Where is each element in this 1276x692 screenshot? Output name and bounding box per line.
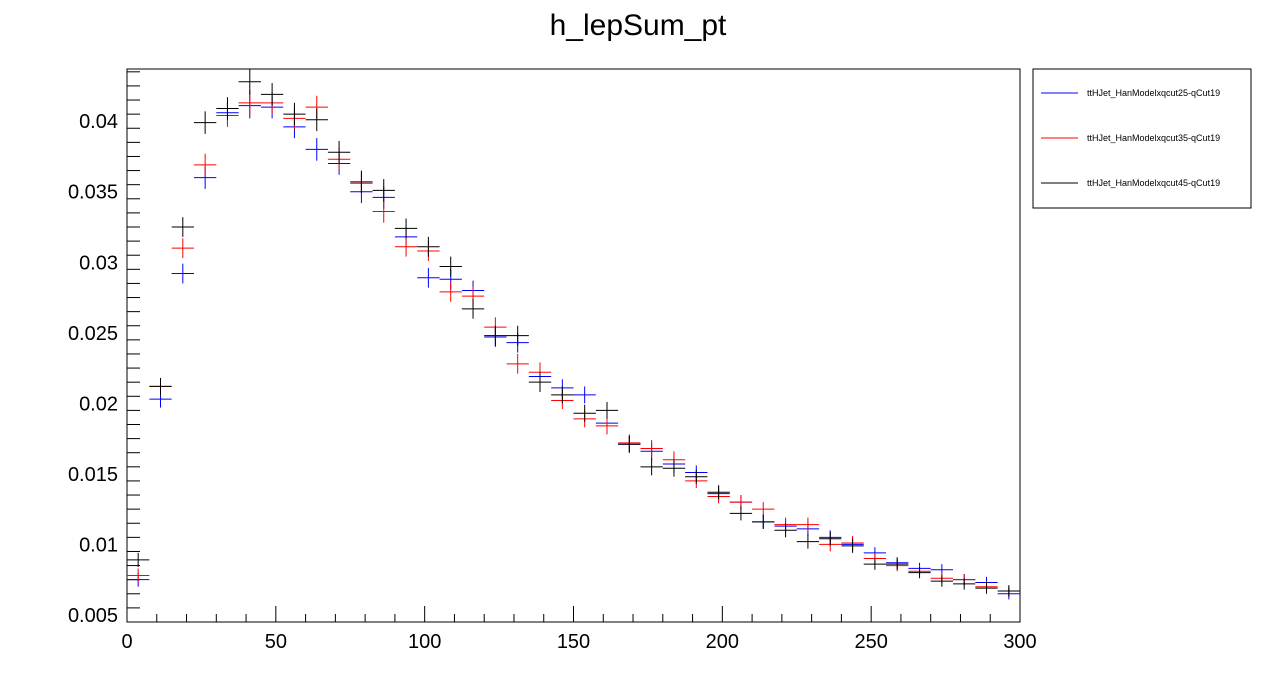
x-tick-label: 200	[706, 631, 739, 653]
data-point	[841, 538, 864, 553]
data-point	[551, 386, 574, 404]
y-tick-label: 0.015	[68, 464, 118, 486]
data-point	[573, 404, 596, 422]
data-point	[171, 217, 194, 237]
data-point	[283, 102, 306, 126]
y-tick-label: 0.01	[79, 534, 118, 556]
data-point	[127, 552, 150, 567]
x-tick-label: 150	[557, 631, 590, 653]
data-point	[997, 585, 1020, 597]
data-point	[595, 401, 619, 419]
data-point	[886, 558, 909, 570]
x-axis: 0 50 100 150 200 250 300	[121, 606, 1037, 653]
data-point	[975, 582, 998, 594]
data-point	[305, 108, 328, 132]
data-point	[819, 531, 842, 546]
legend-label: ttHJet_HanModelxqcut25-qCut19	[1087, 88, 1220, 98]
data-point	[662, 459, 686, 477]
x-tick-label: 100	[408, 631, 441, 653]
data-point	[149, 377, 172, 395]
x-tick-label: 250	[854, 631, 887, 653]
data-point	[618, 435, 641, 453]
y-tick-label: 0.035	[68, 182, 118, 204]
data-point	[528, 372, 552, 393]
y-tick-label: 0.005	[68, 605, 118, 627]
data-point	[439, 256, 462, 277]
legend-entry: ttHJet_HanModelxqcut35-qCut19	[1041, 133, 1220, 143]
data-point	[506, 325, 529, 346]
data-point	[461, 298, 485, 319]
y-tick-label: 0.04	[79, 111, 118, 133]
data-point	[417, 236, 440, 257]
data-point	[640, 458, 663, 476]
y-axis: 0.005 0.01 0.015 0.02 0.025 0.03 0.035 0.04	[68, 71, 140, 627]
x-tick-label: 0	[121, 631, 132, 653]
data-point	[193, 111, 217, 134]
series-1	[127, 92, 1020, 600]
data-point	[484, 325, 507, 346]
x-tick-label: 300	[1003, 631, 1036, 653]
data-point	[238, 69, 261, 95]
data-point	[595, 417, 619, 435]
legend: ttHJet_HanModelxqcut25-qCut19 ttHJet_HanM…	[1032, 68, 1252, 209]
data-point	[171, 238, 194, 259]
data-point	[171, 263, 194, 284]
data-point	[930, 575, 954, 587]
data-point	[127, 568, 150, 583]
data-point	[327, 140, 351, 164]
data-point	[439, 282, 462, 302]
data-point	[796, 534, 820, 549]
data-point	[260, 83, 284, 106]
data-point	[193, 153, 217, 177]
data-point	[685, 469, 708, 484]
data-point	[774, 523, 797, 538]
legend-label: ttHJet_HanModelxqcut35-qCut19	[1087, 133, 1220, 143]
y-tick-label: 0.025	[68, 323, 118, 345]
data-point	[640, 440, 663, 457]
series-group	[127, 69, 1020, 600]
legend-entries: ttHJet_HanModelxqcut25-qCut19 ttHJet_HanM…	[1041, 88, 1220, 188]
data-point	[305, 138, 328, 161]
plot-frame	[126, 68, 1021, 623]
data-point	[752, 514, 775, 529]
data-point	[796, 517, 820, 532]
data-point	[863, 558, 887, 570]
data-point	[394, 236, 418, 257]
y-tick-label: 0.02	[79, 393, 118, 415]
data-point	[350, 170, 373, 194]
chart-title: h_lepSum_pt	[550, 9, 727, 42]
data-point	[707, 485, 730, 500]
series-3	[127, 69, 1020, 597]
data-point	[573, 386, 596, 404]
data-point	[394, 218, 418, 239]
data-point	[729, 506, 753, 521]
data-point	[372, 179, 395, 202]
data-point	[372, 200, 395, 223]
legend-entry: ttHJet_HanModelxqcut25-qCut19	[1041, 88, 1220, 98]
data-point	[506, 353, 529, 374]
x-tick-label: 50	[265, 631, 287, 653]
data-point	[752, 502, 775, 517]
data-point	[417, 267, 440, 288]
y-tick-label: 0.03	[79, 252, 118, 274]
legend-entry: ttHJet_HanModelxqcut45-qCut19	[1041, 178, 1220, 188]
series-2	[127, 90, 1020, 597]
data-point	[908, 566, 931, 579]
legend-label: ttHJet_HanModelxqcut45-qCut19	[1087, 178, 1220, 188]
data-point	[216, 97, 239, 120]
data-point	[953, 578, 976, 590]
